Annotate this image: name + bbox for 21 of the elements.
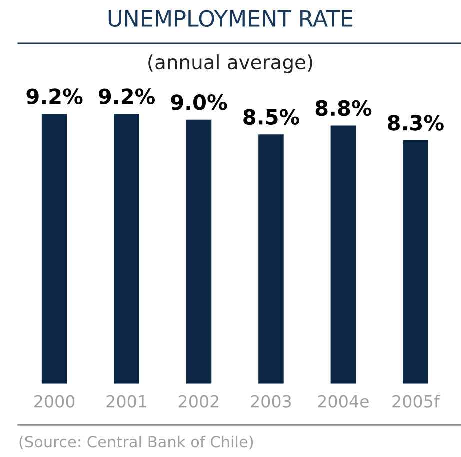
x-tick-label: 2005f <box>392 394 440 408</box>
x-tick-label: 2004e <box>318 395 369 408</box>
data-label: 9.2% <box>98 88 156 104</box>
x-tick-label: 2001 <box>106 395 146 408</box>
x-tick-label: 2002 <box>179 395 219 408</box>
x-tick-label: 2000 <box>34 395 75 408</box>
bar <box>330 126 356 384</box>
bar <box>114 114 140 384</box>
data-label: 9.2% <box>26 88 83 104</box>
data-label: 9.0% <box>171 94 228 110</box>
data-label: 8.3% <box>388 115 444 131</box>
bar <box>42 114 68 384</box>
bar <box>403 140 428 384</box>
bar <box>186 120 212 384</box>
data-label: 8.5% <box>244 109 300 125</box>
chart-title: UNEMPLOYMENT RATE <box>108 10 353 28</box>
chart-subtitle: (annual average) <box>148 54 312 74</box>
data-label: 8.8% <box>316 100 372 116</box>
text: (Source: Central Bank of Chile) <box>20 436 254 450</box>
x-tick-label: 2003 <box>251 395 292 408</box>
bar <box>258 134 284 384</box>
